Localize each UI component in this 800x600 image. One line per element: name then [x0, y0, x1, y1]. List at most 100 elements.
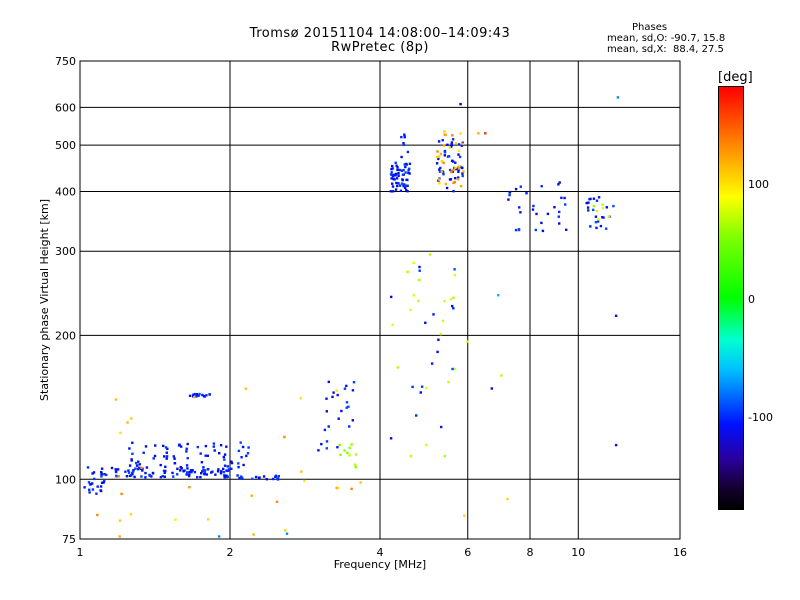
data-point	[83, 486, 86, 489]
data-point	[405, 188, 408, 192]
data-point	[91, 482, 94, 485]
data-point	[199, 452, 202, 455]
data-point	[390, 171, 393, 174]
data-point	[396, 184, 399, 188]
data-point	[250, 494, 253, 497]
data-point	[399, 189, 403, 192]
data-point	[448, 146, 451, 149]
data-point	[557, 183, 560, 186]
data-point	[103, 480, 106, 483]
data-point	[445, 186, 449, 190]
data-point	[354, 466, 357, 469]
data-point	[398, 168, 401, 172]
data-point	[218, 452, 221, 455]
data-point	[197, 394, 200, 397]
data-point	[345, 384, 348, 388]
data-point	[212, 442, 216, 445]
data-point	[200, 472, 203, 475]
data-point	[151, 471, 155, 475]
data-point	[417, 299, 420, 303]
data-point	[397, 174, 400, 177]
data-point	[118, 535, 121, 538]
data-point	[454, 166, 457, 170]
data-point	[242, 463, 245, 467]
data-point	[597, 218, 600, 221]
data-point	[174, 518, 177, 521]
data-point	[531, 208, 535, 211]
data-point	[188, 394, 192, 397]
data-point	[443, 154, 446, 157]
data-point	[400, 169, 404, 172]
data-point	[406, 150, 410, 154]
data-point	[92, 471, 96, 474]
data-point	[403, 133, 406, 136]
data-point	[447, 381, 450, 384]
data-point	[88, 488, 91, 491]
data-point	[128, 464, 132, 467]
colorbar-tick-label: -100	[748, 411, 773, 424]
data-point	[466, 340, 469, 343]
data-point	[200, 461, 204, 464]
data-point	[457, 143, 461, 146]
data-point	[354, 463, 357, 466]
data-point	[140, 475, 143, 478]
phases-o-stats: mean, sd,O: -90.7, 15.8	[607, 33, 726, 44]
data-point	[394, 188, 398, 191]
data-point	[202, 469, 205, 472]
data-point	[325, 410, 328, 413]
data-point	[346, 451, 349, 455]
data-point	[389, 190, 392, 193]
data-point	[390, 167, 393, 171]
data-point	[401, 173, 405, 176]
data-point	[193, 470, 197, 474]
data-point	[439, 152, 443, 156]
data-point	[223, 453, 227, 456]
data-point	[390, 295, 393, 299]
data-point	[420, 385, 424, 388]
data-point	[453, 367, 456, 371]
data-point	[557, 215, 560, 218]
data-point	[276, 478, 280, 481]
data-point	[172, 455, 175, 458]
data-point	[390, 177, 393, 180]
data-point	[196, 476, 199, 479]
data-point	[193, 392, 197, 396]
data-point	[223, 474, 226, 477]
data-point	[460, 144, 464, 147]
data-point	[415, 414, 418, 417]
data-point	[534, 228, 537, 232]
data-point	[395, 181, 398, 185]
data-point	[115, 474, 118, 478]
data-point	[336, 486, 339, 490]
data-point	[407, 168, 410, 172]
data-point	[411, 385, 414, 389]
data-point	[457, 170, 460, 173]
data-point	[105, 473, 108, 477]
data-point	[335, 389, 338, 392]
data-point	[558, 181, 561, 184]
data-point	[188, 470, 191, 474]
data-point	[595, 226, 598, 230]
data-point	[519, 211, 522, 214]
y-tick-label: 500	[55, 139, 76, 152]
data-point	[178, 443, 181, 446]
data-point	[336, 446, 339, 449]
data-point	[436, 150, 439, 153]
data-point	[450, 170, 453, 174]
data-point	[409, 455, 413, 458]
data-point	[405, 163, 408, 166]
data-point	[424, 321, 427, 324]
data-point	[457, 176, 460, 179]
data-point	[130, 459, 133, 462]
data-point	[223, 458, 226, 461]
data-point	[351, 389, 355, 392]
data-point	[398, 184, 402, 187]
data-point	[546, 212, 550, 216]
data-point	[392, 177, 395, 181]
data-point	[406, 270, 409, 274]
data-point	[226, 465, 229, 468]
data-point	[116, 468, 120, 471]
data-point	[163, 471, 166, 474]
data-point	[401, 178, 404, 182]
